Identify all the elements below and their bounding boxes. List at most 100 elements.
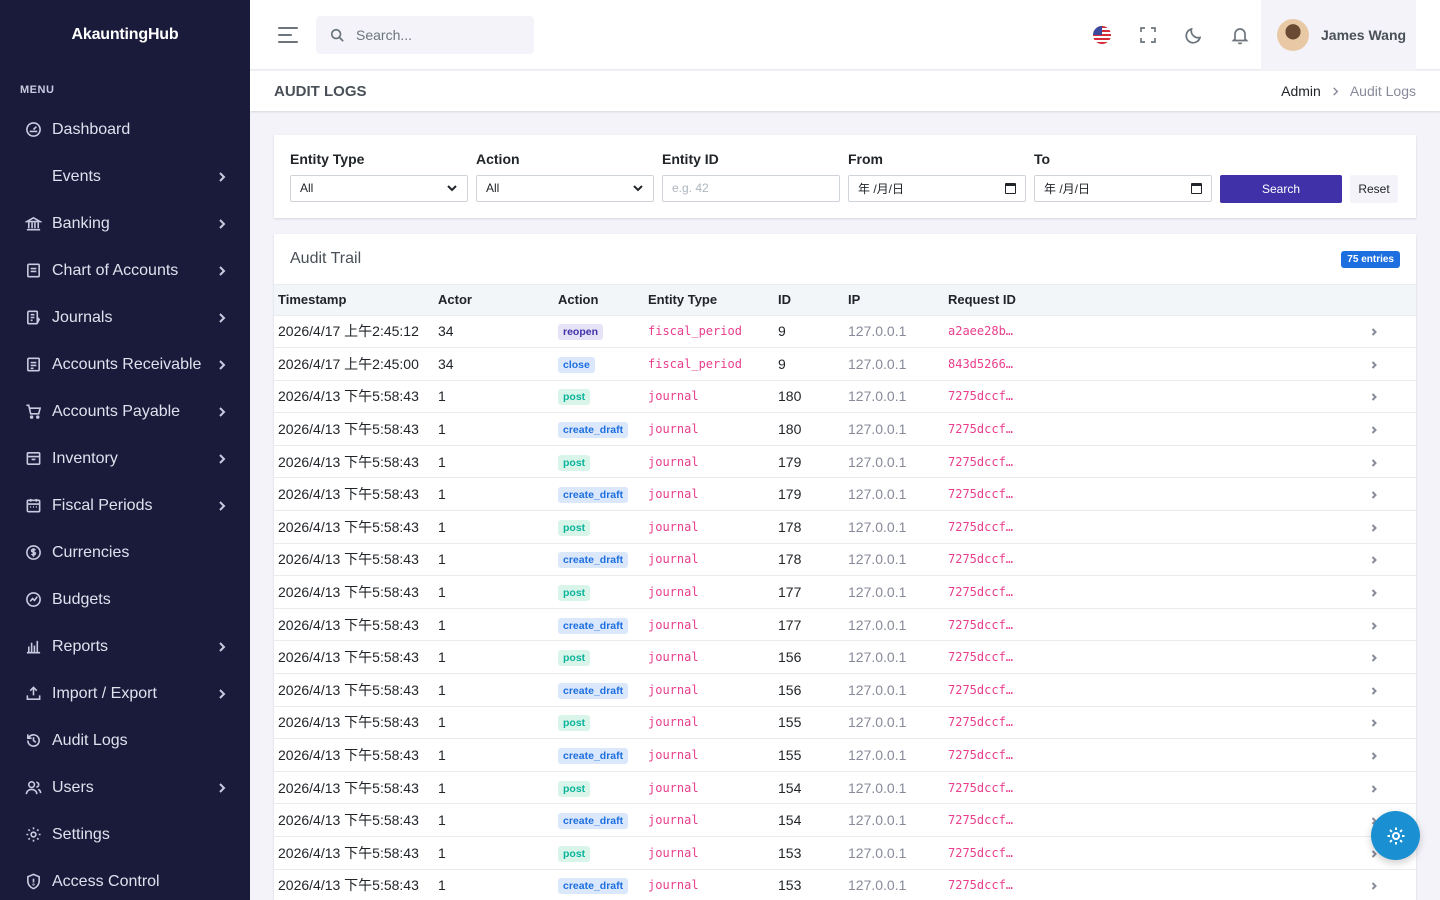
table-row[interactable]: 2026/4/13 下午5:58:43 1 create_draft journal 1… [274, 673, 1416, 707]
table-row[interactable]: 2026/4/13 下午5:58:43 1 post journal 154 127.0.… [274, 771, 1416, 805]
row-expand[interactable] [1084, 412, 1416, 446]
breadcrumb-admin[interactable]: Admin [1281, 83, 1321, 99]
table-row[interactable]: 2026/4/13 下午5:58:43 1 post journal 156 127.0.… [274, 640, 1416, 675]
row-expand[interactable] [1084, 771, 1416, 805]
row-expand[interactable] [1084, 347, 1416, 381]
cell-request-id[interactable]: 7275dccf… [944, 445, 1084, 479]
row-expand[interactable] [1084, 706, 1416, 740]
row-expand[interactable] [1084, 315, 1416, 349]
entity-id-input[interactable]: e.g. 42 [662, 174, 840, 202]
col-request-id[interactable]: Request ID [944, 285, 1084, 316]
calendar-icon[interactable] [1191, 182, 1202, 194]
row-expand[interactable] [1084, 608, 1416, 642]
to-date-input[interactable]: 年 /月/日 [1034, 174, 1212, 202]
sidebar-item-import-export[interactable]: Import / Export [0, 670, 250, 717]
notification-bell-icon[interactable] [1230, 25, 1250, 45]
cell-request-id[interactable]: a2aee28b… [944, 315, 1084, 349]
col-id[interactable]: ID [774, 285, 844, 316]
sidebar-item-events[interactable]: Events [0, 153, 250, 200]
cell-request-id[interactable]: 7275dccf… [944, 380, 1084, 414]
table-row[interactable]: 2026/4/13 下午5:58:43 1 post journal 178 127.0.… [274, 510, 1416, 544]
row-expand[interactable] [1084, 575, 1416, 609]
search-box[interactable] [316, 15, 534, 54]
cell-request-id[interactable]: 7275dccf… [944, 543, 1084, 577]
dark-mode-moon-icon[interactable] [1184, 25, 1204, 45]
cell-request-id[interactable]: 7275dccf… [944, 803, 1084, 837]
col-timestamp[interactable]: Timestamp [274, 285, 434, 316]
sidebar-item-dashboard[interactable]: Dashboard [0, 106, 250, 153]
to-date-filter: To 年 /月/日 [1034, 151, 1212, 202]
cell-request-id[interactable]: 843d5266… [944, 347, 1084, 381]
row-expand[interactable] [1084, 803, 1416, 837]
row-expand[interactable] [1084, 869, 1416, 900]
sidebar-item-reports[interactable]: Reports [0, 623, 250, 670]
table-row[interactable]: 2026/4/13 下午5:58:43 1 create_draft journal 1… [274, 608, 1416, 642]
col-ip[interactable]: IP [844, 285, 944, 316]
fullscreen-icon[interactable] [1138, 25, 1158, 45]
cell-request-id[interactable]: 7275dccf… [944, 738, 1084, 772]
sidebar-item-fiscal-periods[interactable]: Fiscal Periods [0, 482, 250, 529]
cell-request-id[interactable]: 7275dccf… [944, 640, 1084, 675]
cell-request-id[interactable]: 7275dccf… [944, 412, 1084, 446]
sidebar-item-audit-logs[interactable]: Audit Logs [0, 717, 250, 764]
table-row[interactable]: 2026/4/13 下午5:58:43 1 create_draft journal 1… [274, 543, 1416, 577]
table-row[interactable]: 2026/4/13 下午5:58:43 1 post journal 155 127.0.… [274, 706, 1416, 740]
sidebar-item-journals[interactable]: Journals [0, 294, 250, 341]
sidebar-item-currencies[interactable]: Currencies [0, 529, 250, 576]
cell-request-id[interactable]: 7275dccf… [944, 608, 1084, 642]
cell-request-id[interactable]: 7275dccf… [944, 510, 1084, 544]
sidebar-item-access-control[interactable]: Access Control [0, 858, 250, 900]
cell-request-id[interactable]: 7275dccf… [944, 673, 1084, 707]
row-expand[interactable] [1084, 477, 1416, 512]
sidebar-item-users[interactable]: Users [0, 764, 250, 811]
cell-request-id[interactable]: 7275dccf… [944, 477, 1084, 512]
table-row[interactable]: 2026/4/13 下午5:58:43 1 create_draft journal 1… [274, 412, 1416, 446]
brand-logo[interactable]: AkauntingHub [71, 26, 179, 43]
row-expand[interactable] [1084, 543, 1416, 577]
sidebar-item-banking[interactable]: Banking [0, 200, 250, 247]
sidebar-item-inventory[interactable]: Inventory [0, 435, 250, 482]
table-row[interactable]: 2026/4/13 下午5:58:43 1 create_draft journal 1… [274, 869, 1416, 900]
cell-request-id[interactable]: 7275dccf… [944, 575, 1084, 609]
col-actor[interactable]: Actor [434, 285, 554, 316]
table-row[interactable]: 2026/4/13 下午5:58:43 1 post journal 179 127.0.… [274, 445, 1416, 479]
search-button[interactable]: Search [1220, 175, 1342, 203]
calendar-icon[interactable] [1005, 182, 1016, 194]
search-input[interactable] [356, 26, 516, 43]
us-flag-icon[interactable] [1092, 25, 1112, 45]
table-row[interactable]: 2026/4/13 下午5:58:43 1 create_draft journal 1… [274, 803, 1416, 837]
table-row[interactable]: 2026/4/17 上午2:45:12 34 reopen fiscal_period… [274, 315, 1416, 349]
reset-button[interactable]: Reset [1350, 175, 1398, 203]
col-action[interactable]: Action [554, 285, 644, 316]
action-badge: create_draft [558, 813, 629, 830]
cell-request-id[interactable]: 7275dccf… [944, 706, 1084, 740]
sidebar-item-budgets[interactable]: Budgets [0, 576, 250, 623]
col-entity-type[interactable]: Entity Type [644, 285, 774, 316]
cell-request-id[interactable]: 7275dccf… [944, 869, 1084, 900]
row-expand[interactable] [1084, 445, 1416, 479]
sidebar-item-settings[interactable]: Settings [0, 811, 250, 858]
row-expand[interactable] [1084, 673, 1416, 707]
sidebar-item-chart-of-accounts[interactable]: Chart of Accounts [0, 247, 250, 294]
row-expand[interactable] [1084, 380, 1416, 414]
table-row[interactable]: 2026/4/13 下午5:58:43 1 post journal 177 127.0.… [274, 575, 1416, 609]
row-expand[interactable] [1084, 836, 1416, 870]
cell-request-id[interactable]: 7275dccf… [944, 836, 1084, 870]
sidebar-item-accounts-payable[interactable]: Accounts Payable [0, 388, 250, 435]
user-menu[interactable]: James Wang [1261, 0, 1416, 70]
table-row[interactable]: 2026/4/13 下午5:58:43 1 create_draft journal 1… [274, 738, 1416, 772]
hamburger-menu-icon[interactable] [278, 25, 300, 45]
table-row[interactable]: 2026/4/13 下午5:58:43 1 post journal 153 127.0.… [274, 836, 1416, 870]
row-expand[interactable] [1084, 640, 1416, 675]
table-row[interactable]: 2026/4/17 上午2:45:00 34 close fiscal_period 9… [274, 347, 1416, 381]
settings-fab-button[interactable] [1371, 811, 1420, 860]
table-row[interactable]: 2026/4/13 下午5:58:43 1 post journal 180 127.0.… [274, 380, 1416, 414]
entity-type-select[interactable]: All [290, 174, 468, 202]
row-expand[interactable] [1084, 510, 1416, 544]
sidebar-item-accounts-receivable[interactable]: Accounts Receivable [0, 341, 250, 388]
table-row[interactable]: 2026/4/13 下午5:58:43 1 create_draft journal 1… [274, 477, 1416, 512]
action-select[interactable]: All [476, 174, 654, 202]
row-expand[interactable] [1084, 738, 1416, 772]
from-date-input[interactable]: 年 /月/日 [848, 174, 1026, 202]
cell-request-id[interactable]: 7275dccf… [944, 771, 1084, 805]
